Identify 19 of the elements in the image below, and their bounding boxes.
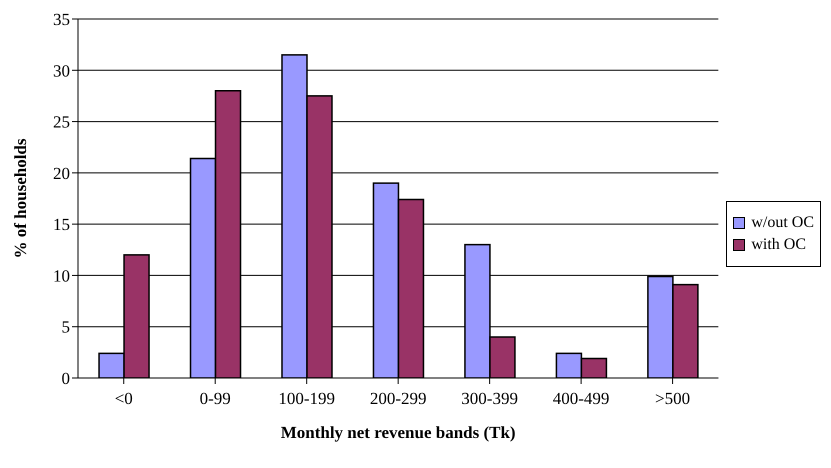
y-tick-label: 15 — [53, 215, 70, 234]
x-tick-label: <0 — [114, 389, 133, 408]
x-tick-label: 100-199 — [278, 389, 336, 408]
y-tick-label: 30 — [53, 61, 70, 80]
y-tick-label: 20 — [53, 164, 70, 183]
y-tick-label: 0 — [62, 369, 70, 388]
x-tick-label: 400-499 — [552, 389, 610, 408]
y-tick-label: 10 — [53, 266, 70, 286]
x-tick-label: >500 — [655, 389, 690, 408]
y-tick-label: 5 — [62, 318, 70, 337]
legend-label: with OC — [751, 236, 806, 254]
x-axis-title: Monthly net revenue bands (Tk) — [280, 423, 516, 442]
legend-label: w/out OC — [751, 214, 814, 232]
y-axis-title: % of households — [11, 138, 30, 258]
x-tick-label: 0-99 — [200, 389, 231, 408]
y-tick-label: 25 — [53, 112, 70, 132]
y-tick-label: 35 — [53, 10, 70, 30]
x-tick-label: 300-399 — [461, 389, 518, 408]
x-tick-label: 200-299 — [370, 389, 426, 408]
